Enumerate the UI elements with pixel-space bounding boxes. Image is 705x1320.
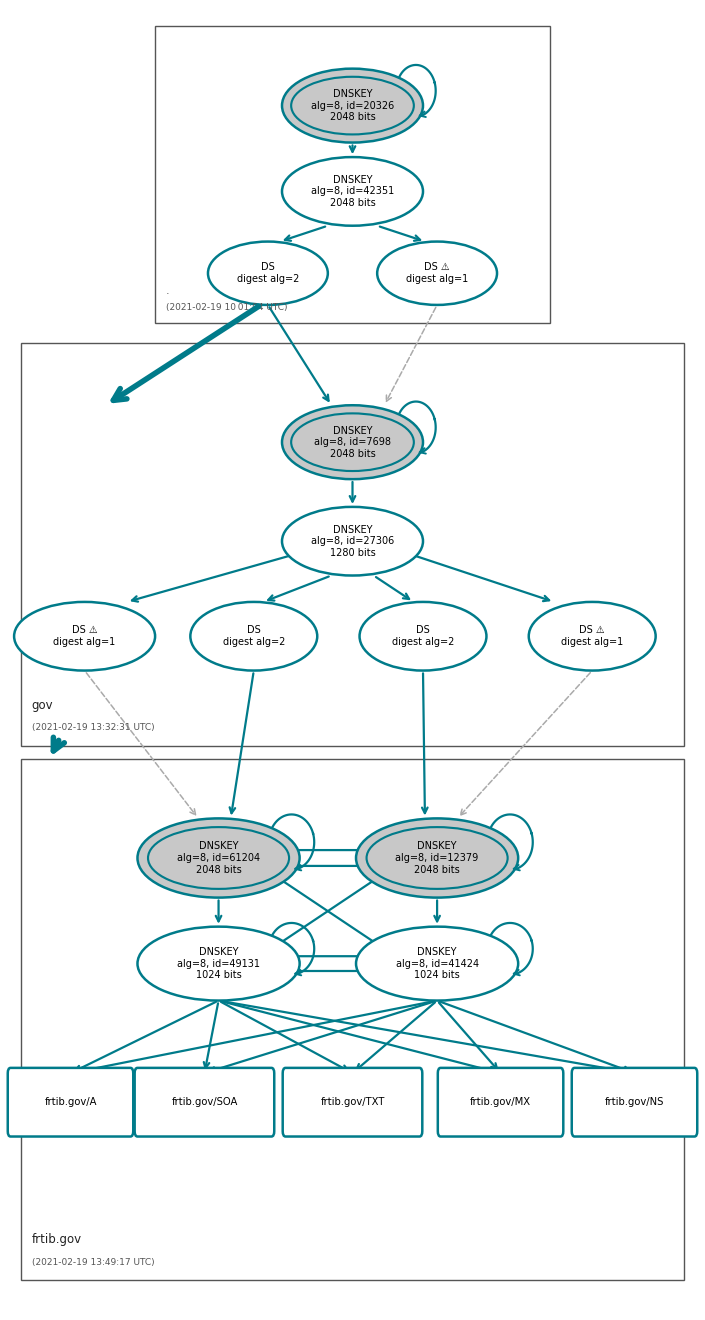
- Text: frtib.gov/NS: frtib.gov/NS: [605, 1097, 664, 1107]
- Text: DNSKEY
alg=8, id=7698
2048 bits: DNSKEY alg=8, id=7698 2048 bits: [314, 425, 391, 459]
- Ellipse shape: [356, 818, 518, 898]
- Ellipse shape: [14, 602, 155, 671]
- Bar: [21, 759, 684, 1280]
- Text: frtib.gov/SOA: frtib.gov/SOA: [171, 1097, 238, 1107]
- Text: DNSKEY
alg=8, id=41424
1024 bits: DNSKEY alg=8, id=41424 1024 bits: [396, 946, 479, 981]
- Text: DS ⚠
digest alg=1: DS ⚠ digest alg=1: [561, 626, 623, 647]
- Text: DS
digest alg=2: DS digest alg=2: [223, 626, 285, 647]
- Text: DNSKEY
alg=8, id=20326
2048 bits: DNSKEY alg=8, id=20326 2048 bits: [311, 88, 394, 123]
- Ellipse shape: [529, 602, 656, 671]
- Text: frtib.gov/A: frtib.gov/A: [44, 1097, 97, 1107]
- Text: DNSKEY
alg=8, id=12379
2048 bits: DNSKEY alg=8, id=12379 2048 bits: [396, 841, 479, 875]
- Ellipse shape: [137, 818, 300, 898]
- Ellipse shape: [356, 927, 518, 1001]
- Bar: [155, 26, 550, 323]
- Text: DS ⚠
digest alg=1: DS ⚠ digest alg=1: [54, 626, 116, 647]
- Text: DS
digest alg=2: DS digest alg=2: [392, 626, 454, 647]
- Text: gov: gov: [32, 698, 54, 711]
- FancyBboxPatch shape: [572, 1068, 697, 1137]
- FancyBboxPatch shape: [8, 1068, 133, 1137]
- Ellipse shape: [282, 507, 423, 576]
- Ellipse shape: [282, 157, 423, 226]
- Text: frtib.gov: frtib.gov: [32, 1233, 82, 1246]
- FancyBboxPatch shape: [438, 1068, 563, 1137]
- Bar: [21, 343, 684, 746]
- FancyBboxPatch shape: [283, 1068, 422, 1137]
- Text: frtib.gov/TXT: frtib.gov/TXT: [320, 1097, 385, 1107]
- Ellipse shape: [148, 828, 289, 888]
- Text: DS ⚠
digest alg=1: DS ⚠ digest alg=1: [406, 263, 468, 284]
- Text: (2021-02-19 13:32:31 UTC): (2021-02-19 13:32:31 UTC): [32, 723, 154, 733]
- Ellipse shape: [291, 413, 414, 471]
- Ellipse shape: [208, 242, 328, 305]
- Ellipse shape: [137, 927, 300, 1001]
- Ellipse shape: [282, 405, 423, 479]
- Text: DNSKEY
alg=8, id=42351
2048 bits: DNSKEY alg=8, id=42351 2048 bits: [311, 174, 394, 209]
- Text: DNSKEY
alg=8, id=27306
1280 bits: DNSKEY alg=8, id=27306 1280 bits: [311, 524, 394, 558]
- Text: (2021-02-19 13:49:17 UTC): (2021-02-19 13:49:17 UTC): [32, 1258, 154, 1267]
- Text: frtib.gov/MX: frtib.gov/MX: [470, 1097, 531, 1107]
- Ellipse shape: [377, 242, 497, 305]
- Text: .: .: [166, 286, 169, 297]
- Text: (2021-02-19 10 01:04 UTC): (2021-02-19 10 01:04 UTC): [166, 304, 287, 313]
- FancyBboxPatch shape: [135, 1068, 274, 1137]
- Ellipse shape: [367, 828, 508, 888]
- Ellipse shape: [282, 69, 423, 143]
- Text: DNSKEY
alg=8, id=61204
2048 bits: DNSKEY alg=8, id=61204 2048 bits: [177, 841, 260, 875]
- Text: DNSKEY
alg=8, id=49131
1024 bits: DNSKEY alg=8, id=49131 1024 bits: [177, 946, 260, 981]
- Ellipse shape: [360, 602, 486, 671]
- Ellipse shape: [190, 602, 317, 671]
- Text: DS
digest alg=2: DS digest alg=2: [237, 263, 299, 284]
- Ellipse shape: [291, 77, 414, 135]
